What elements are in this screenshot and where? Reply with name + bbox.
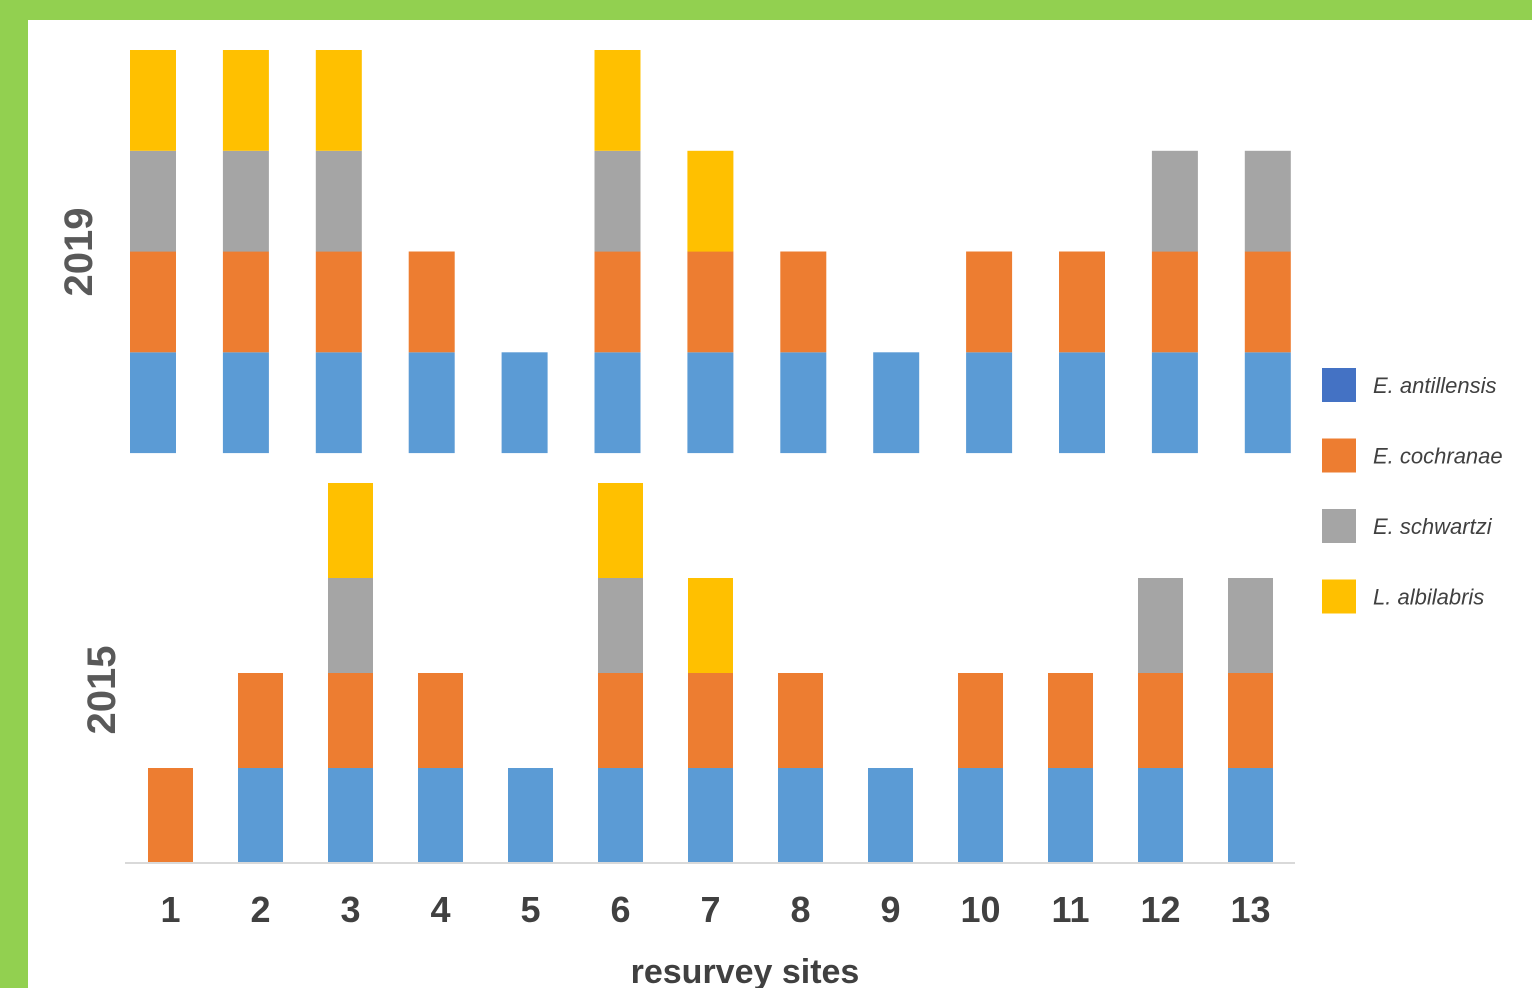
bar-2015-site-12-series-2	[1138, 578, 1183, 673]
bar-2019-site-10-series-1	[966, 251, 1013, 353]
bar-2015-site-3-series-2	[328, 578, 373, 673]
bar-2019-site-7-series-1	[687, 251, 734, 353]
bar-2019-site-6-series-3	[594, 50, 641, 151]
bar-2015-site-2-series-1	[238, 673, 283, 768]
bar-2015-site-4-series-1	[418, 673, 463, 768]
x-tick-label-3: 3	[340, 889, 360, 930]
bar-2019-site-1-series-3	[130, 50, 176, 151]
bar-2019-site-13-series-2	[1244, 150, 1291, 252]
bar-2015-site-13-series-1	[1228, 673, 1273, 768]
bar-2015-site-6-series-3	[598, 483, 643, 578]
bar-2015-site-7-series-3	[688, 578, 733, 673]
bar-2015-site-3-series-3	[328, 483, 373, 578]
x-tick-label-4: 4	[430, 889, 450, 930]
bar-2019-site-1-series-0	[130, 352, 176, 454]
bar-2019-site-2-series-0	[222, 352, 269, 454]
legend-label-1: E. cochranae	[1373, 444, 1503, 469]
x-tick-label-5: 5	[520, 889, 540, 930]
bar-2015-site-9-series-0	[868, 768, 913, 863]
bar-2019-site-11-series-0	[1059, 352, 1105, 454]
bar-2019-site-6-series-1	[594, 251, 641, 353]
bar-2015-site-5-series-0	[508, 768, 553, 863]
bar-2015-site-12-series-0	[1138, 768, 1183, 863]
bar-2019-site-12-series-2	[1151, 150, 1198, 252]
year-label-2019: 2019	[57, 208, 101, 297]
bar-2019-site-9-series-0	[873, 352, 920, 454]
bar-2019-site-3-series-3	[315, 50, 362, 151]
legend-label-2: E. schwartzi	[1373, 514, 1493, 539]
x-tick-label-6: 6	[610, 889, 630, 930]
bar-2019-site-1-series-1	[130, 251, 176, 353]
bar-2015-site-11-series-0	[1048, 768, 1093, 863]
bar-2019-site-6-series-2	[594, 150, 641, 252]
x-tick-label-12: 12	[1140, 889, 1180, 930]
bar-2019-site-3-series-1	[315, 251, 362, 353]
bar-2015-site-6-series-1	[598, 673, 643, 768]
x-tick-label-10: 10	[960, 889, 1000, 930]
bar-2015-site-13-series-0	[1228, 768, 1273, 863]
bar-2019-site-13-series-0	[1244, 352, 1291, 454]
legend-swatch-1	[1322, 438, 1356, 473]
bar-2015-site-8-series-0	[778, 768, 823, 863]
x-axis-title: resurvey sites	[631, 953, 860, 988]
bar-2015-site-11-series-1	[1048, 673, 1093, 768]
bar-2019-site-13-series-1	[1244, 251, 1291, 353]
bar-2019-site-10-series-0	[966, 352, 1013, 454]
bar-2015-site-8-series-1	[778, 673, 823, 768]
bar-2015-site-1-series-1	[148, 768, 193, 863]
x-tick-label-7: 7	[700, 889, 720, 930]
bar-2019-site-11-series-1	[1059, 251, 1105, 353]
bar-2015-site-3-series-1	[328, 673, 373, 768]
x-tick-label-9: 9	[880, 889, 900, 930]
bar-2015-site-6-series-0	[598, 768, 643, 863]
bar-2019-site-6-series-0	[594, 352, 641, 454]
bar-2019-site-2-series-1	[222, 251, 269, 353]
year-label-2015: 2015	[80, 646, 124, 735]
legend-label-0: E. antillensis	[1373, 373, 1497, 398]
bar-2019-site-12-series-0	[1151, 352, 1198, 454]
bar-2019-site-8-series-1	[780, 251, 827, 353]
bar-2015-site-10-series-1	[958, 673, 1003, 768]
bar-2019-site-1-series-2	[130, 150, 176, 252]
legend-swatch-3	[1322, 579, 1356, 614]
bar-2019-site-7-series-0	[687, 352, 734, 454]
bar-2019-site-4-series-1	[408, 251, 455, 353]
legend-label-3: L. albilabris	[1373, 585, 1484, 610]
bar-2019-site-3-series-2	[315, 150, 362, 252]
bar-2015-site-12-series-1	[1138, 673, 1183, 768]
bar-2015-site-6-series-2	[598, 578, 643, 673]
x-tick-label-8: 8	[790, 889, 810, 930]
bar-2019-site-8-series-0	[780, 352, 827, 454]
legend-swatch-0	[1322, 368, 1356, 402]
bar-2015-site-10-series-0	[958, 768, 1003, 863]
x-tick-label-1: 1	[160, 889, 180, 930]
bar-2015-site-7-series-1	[688, 673, 733, 768]
x-tick-label-2: 2	[250, 889, 270, 930]
bar-2019-site-7-series-3	[687, 150, 734, 252]
bar-2019-site-12-series-1	[1151, 251, 1198, 353]
bar-2015-site-13-series-2	[1228, 578, 1273, 673]
bar-2019-site-2-series-3	[222, 50, 269, 151]
x-tick-label-11: 11	[1051, 889, 1089, 930]
bar-2019-site-5-series-0	[501, 352, 548, 454]
bar-2015-site-7-series-0	[688, 768, 733, 863]
legend-swatch-2	[1322, 509, 1356, 543]
bar-2015-site-4-series-0	[418, 768, 463, 863]
bar-2019-site-2-series-2	[222, 150, 269, 252]
bar-2015-site-3-series-0	[328, 768, 373, 863]
bar-2019-site-3-series-0	[315, 352, 362, 454]
x-tick-label-13: 13	[1230, 889, 1270, 930]
legend-panel	[1300, 20, 1532, 988]
bar-2019-site-4-series-0	[408, 352, 455, 454]
bar-2015-site-2-series-0	[238, 768, 283, 863]
